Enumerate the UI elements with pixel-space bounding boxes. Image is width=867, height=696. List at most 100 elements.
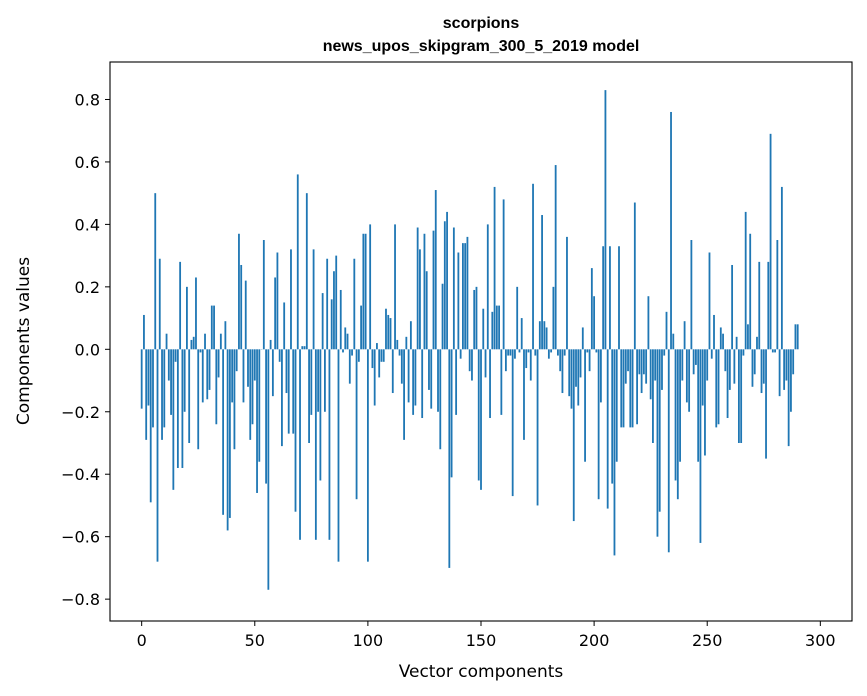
x-axis-label: Vector components xyxy=(399,662,564,682)
bar-283 xyxy=(780,186,783,350)
bar-243 xyxy=(690,240,693,350)
bar-3 xyxy=(147,349,150,406)
bar-178 xyxy=(543,321,546,350)
bar-245 xyxy=(695,349,697,365)
bar-29 xyxy=(206,349,209,400)
bar-72 xyxy=(303,346,306,350)
bar-274 xyxy=(760,349,763,394)
bar-64 xyxy=(285,349,288,394)
bar-180 xyxy=(547,349,550,359)
bar-238 xyxy=(679,349,681,462)
bar-284 xyxy=(783,349,786,390)
bar-136 xyxy=(448,349,451,568)
bar-38 xyxy=(226,349,229,531)
bar-10 xyxy=(163,349,166,428)
plot-frame xyxy=(109,61,853,622)
bar-280 xyxy=(774,349,776,353)
bar-80 xyxy=(321,293,324,350)
bar-52 xyxy=(258,349,261,462)
y-axis-ticks: −0.8 −0.6 −0.4 −0.2 0.0 0.2 0.4 0.6 0.8 xyxy=(61,90,110,609)
bar-223 xyxy=(645,349,648,384)
bar-261 xyxy=(731,264,734,350)
bar-61 xyxy=(278,349,281,362)
bar-142 xyxy=(462,243,464,350)
bar-186 xyxy=(561,349,564,394)
bar-240 xyxy=(683,321,686,350)
bar-267 xyxy=(744,211,747,350)
bar-120 xyxy=(412,349,415,415)
bar-118 xyxy=(407,349,410,403)
bar-43 xyxy=(238,233,240,350)
x-tick-label: 0 xyxy=(137,631,147,650)
bar-200 xyxy=(593,296,596,350)
bar-129 xyxy=(432,230,435,350)
bar-45 xyxy=(242,349,245,403)
bar-94 xyxy=(353,258,356,350)
bar-193 xyxy=(577,349,580,406)
bar-114 xyxy=(398,349,401,356)
bar-166 xyxy=(516,286,519,350)
bar-130 xyxy=(434,190,437,350)
bar-253 xyxy=(713,314,715,350)
bar-5 xyxy=(152,349,154,428)
bar-50 xyxy=(253,349,256,381)
bar-195 xyxy=(581,327,584,350)
bar-9 xyxy=(161,349,163,440)
bar-2 xyxy=(145,349,148,440)
bar-140 xyxy=(457,252,460,350)
bar-34 xyxy=(217,349,220,378)
bar-235 xyxy=(672,333,675,350)
bar-90 xyxy=(344,327,347,350)
bar-20 xyxy=(186,286,188,350)
bar-146 xyxy=(471,349,473,381)
bar-227 xyxy=(654,349,657,381)
bar-262 xyxy=(733,349,736,384)
bar-154 xyxy=(489,349,491,419)
bar-71 xyxy=(301,346,304,350)
bar-78 xyxy=(317,349,320,412)
bar-110 xyxy=(389,318,392,350)
bar-83 xyxy=(328,349,331,540)
bar-60 xyxy=(276,252,279,350)
bar-203 xyxy=(599,349,602,403)
bar-131 xyxy=(437,349,439,412)
bar-126 xyxy=(425,271,428,350)
bar-207 xyxy=(609,246,611,350)
bar-257 xyxy=(722,333,724,350)
bar-204 xyxy=(602,246,605,350)
bar-14 xyxy=(172,349,175,490)
bar-55 xyxy=(265,349,267,484)
bar-199 xyxy=(590,268,593,350)
bar-135 xyxy=(446,211,448,350)
bar-224 xyxy=(647,296,650,350)
bar-77 xyxy=(314,349,317,540)
bar-115 xyxy=(400,349,403,384)
y-tick-label: 0.8 xyxy=(75,90,100,109)
bar-211 xyxy=(618,246,620,350)
bar-73 xyxy=(305,193,308,350)
bar-171 xyxy=(527,349,530,353)
bar-84 xyxy=(330,299,333,350)
bar-173 xyxy=(532,183,534,350)
bar-160 xyxy=(502,199,505,350)
x-tick-label: 250 xyxy=(692,631,723,650)
bar-290 xyxy=(796,324,799,350)
bar-99 xyxy=(364,233,367,350)
bar-182 xyxy=(552,286,555,350)
bar-196 xyxy=(584,349,586,462)
bar-285 xyxy=(785,349,788,381)
bar-30 xyxy=(208,349,211,390)
bar-260 xyxy=(728,349,731,390)
bar-259 xyxy=(726,349,729,419)
bar-205 xyxy=(604,90,607,350)
bar-277 xyxy=(767,261,770,350)
bar-69 xyxy=(296,174,299,350)
bar-231 xyxy=(663,349,666,356)
bar-149 xyxy=(477,349,480,481)
bar-107 xyxy=(382,349,385,362)
bar-194 xyxy=(579,349,582,378)
y-tick-label: −0.2 xyxy=(61,403,100,422)
bars-group xyxy=(140,90,799,590)
bar-141 xyxy=(459,349,462,359)
bar-189 xyxy=(568,349,571,397)
